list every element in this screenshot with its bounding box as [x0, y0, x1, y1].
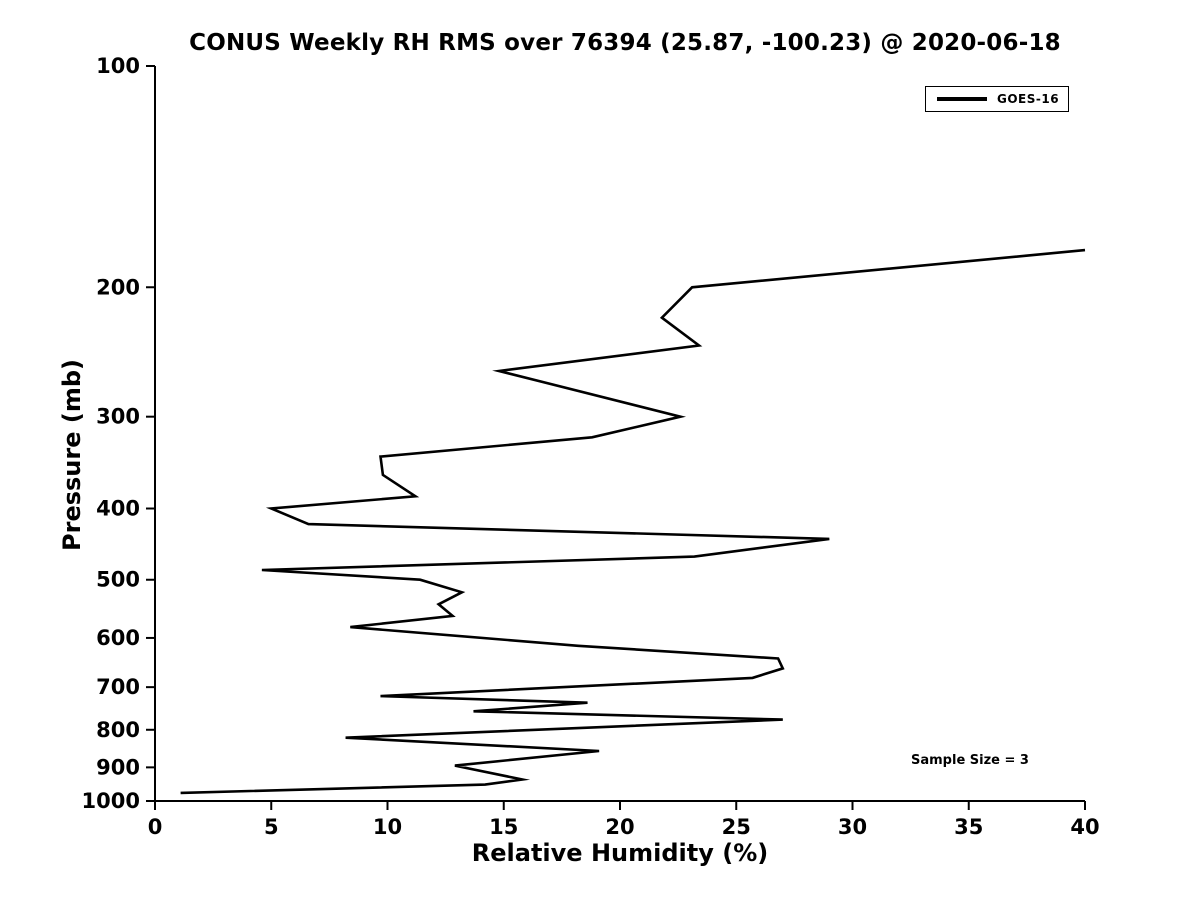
x-tick-label: 5 [264, 815, 279, 839]
y-tick-label: 300 [96, 405, 140, 429]
x-tick-label: 30 [838, 815, 867, 839]
y-tick-label: 1000 [82, 789, 140, 813]
axis-spines [154, 66, 1085, 802]
x-tick-label: 10 [373, 815, 402, 839]
legend: GOES-16 [925, 86, 1069, 112]
sample-size-annotation: Sample Size = 3 [911, 753, 1029, 768]
x-tick-label: 20 [605, 815, 634, 839]
y-tick-label: 400 [96, 497, 140, 521]
x-tick-label: 40 [1070, 815, 1099, 839]
x-axis-label: Relative Humidity (%) [471, 839, 769, 867]
y-tick-label: 100 [96, 54, 140, 78]
legend-label: GOES-16 [997, 92, 1060, 106]
y-tick-label: 900 [96, 755, 140, 779]
x-tick-label: 15 [489, 815, 518, 839]
y-tick-label: 800 [96, 718, 140, 742]
x-tick-label: 35 [954, 815, 983, 839]
y-tick-label: 500 [96, 568, 140, 592]
x-tick-label: 0 [148, 815, 163, 839]
legend-line-sample [937, 97, 987, 101]
data-line-goes-16 [180, 248, 1086, 795]
y-tick-label: 600 [96, 626, 140, 650]
y-tick-label: 200 [96, 275, 140, 299]
x-tick-label: 25 [722, 815, 751, 839]
chart-title: CONUS Weekly RH RMS over 76394 (25.87, -… [189, 30, 1061, 56]
y-tick-label: 700 [96, 675, 140, 699]
y-axis-label: Pressure (mb) [58, 359, 86, 551]
